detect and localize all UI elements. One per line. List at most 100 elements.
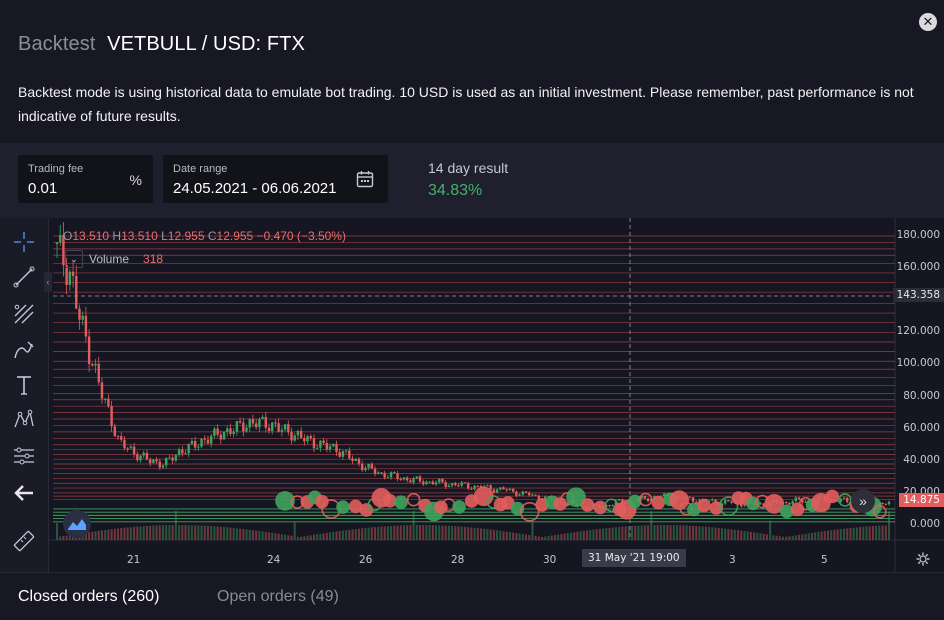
- pitchfork-icon[interactable]: [10, 300, 38, 328]
- volume-bar: [701, 526, 704, 540]
- volume-bar: [447, 525, 450, 540]
- volume-bar: [801, 534, 804, 540]
- volume-bar: [59, 536, 62, 540]
- volume-bar: [553, 535, 556, 540]
- volume-bar: [653, 525, 656, 540]
- candle-body: [470, 488, 473, 490]
- buy-order-marker: [838, 493, 852, 507]
- volume-bar: [226, 527, 229, 540]
- candle-body: [534, 494, 537, 496]
- text-icon[interactable]: [10, 371, 38, 399]
- volume-bar: [557, 534, 560, 540]
- candle-body: [94, 363, 97, 366]
- volume-bar: [258, 531, 261, 540]
- volume-bar: [727, 528, 730, 540]
- volume-bar: [62, 536, 65, 540]
- candle-body: [740, 502, 743, 507]
- volume-bar: [168, 525, 171, 540]
- volume-bar: [422, 525, 425, 540]
- volume-bar: [136, 526, 139, 540]
- price-tick-label: 0.000: [909, 518, 940, 530]
- volume-bar: [531, 521, 534, 540]
- chevron-down-icon[interactable]: ⌄: [65, 250, 83, 268]
- price-chart[interactable]: O13.510 H13.510 L12.955 C12.955 −0.470 (…: [49, 218, 944, 572]
- measure-icon[interactable]: [10, 442, 38, 470]
- scroll-to-realtime-button[interactable]: »: [851, 489, 875, 513]
- backtest-params: Trading fee 0.01 % Date range 24.05.2021…: [0, 143, 944, 218]
- candle-body: [386, 477, 390, 479]
- volume-bar: [104, 529, 107, 540]
- volume-bar: [338, 531, 341, 540]
- candle-body: [617, 499, 621, 501]
- sell-order-marker: [638, 492, 653, 507]
- volume-bar: [296, 536, 299, 540]
- candle-body: [377, 472, 380, 474]
- candle-body: [229, 428, 232, 435]
- pattern-icon[interactable]: [10, 406, 38, 434]
- volume-bar: [794, 535, 797, 540]
- tab-closed-orders[interactable]: Closed orders (260): [18, 588, 160, 605]
- back-arrow-icon[interactable]: [10, 479, 38, 507]
- candle-body: [120, 436, 123, 440]
- volume-bar: [865, 526, 868, 540]
- date-range-field[interactable]: Date range 24.05.2021 - 06.06.2021: [163, 155, 388, 203]
- candle-body: [373, 468, 377, 474]
- volume-bar: [284, 534, 287, 540]
- volume-bar: [84, 532, 87, 540]
- volume-bar: [778, 536, 781, 540]
- volume-bar: [467, 527, 470, 540]
- candle-body: [566, 502, 569, 506]
- candle-body: [81, 315, 84, 320]
- candle-body: [515, 491, 518, 496]
- volume-bar: [746, 531, 749, 540]
- candle-body: [579, 505, 582, 507]
- volume-bar: [451, 525, 454, 540]
- candle-body: [267, 427, 271, 432]
- ruler-icon[interactable]: [10, 527, 38, 555]
- brush-icon[interactable]: [10, 336, 38, 364]
- candle-body: [65, 265, 68, 285]
- volume-bar: [614, 527, 617, 540]
- volume-bar: [807, 533, 810, 540]
- volume-bar: [576, 531, 579, 540]
- volume-bar: [274, 533, 277, 540]
- calendar-icon[interactable]: [356, 170, 374, 188]
- crosshair-icon[interactable]: [10, 228, 38, 256]
- candle-body: [290, 431, 293, 441]
- candle-body: [393, 472, 396, 474]
- volume-bar: [592, 529, 595, 540]
- candle-body: [126, 448, 129, 450]
- candle-body: [348, 450, 351, 459]
- volume-bar: [107, 529, 110, 540]
- volume-bar: [306, 535, 309, 540]
- high-key: H: [112, 229, 122, 243]
- candle-body: [788, 502, 791, 505]
- chart-canvas[interactable]: [49, 218, 944, 572]
- volume-bar: [390, 525, 393, 540]
- last-price-tag: 14.875: [899, 493, 944, 507]
- volume-bar: [820, 531, 823, 540]
- tradingview-logo-icon[interactable]: [63, 510, 91, 538]
- volume-bar: [406, 525, 409, 540]
- toolbar-collapse-button[interactable]: ‹: [44, 272, 52, 292]
- trend-line-icon[interactable]: [10, 263, 38, 291]
- trading-fee-value[interactable]: 0.01: [28, 180, 58, 197]
- candle-body: [466, 483, 470, 489]
- buy-order-marker: [566, 487, 586, 508]
- gear-icon[interactable]: [916, 552, 930, 566]
- candle-body: [338, 452, 341, 457]
- close-icon[interactable]: ✕: [919, 13, 937, 31]
- volume-bar: [775, 535, 778, 540]
- tab-open-orders[interactable]: Open orders (49): [217, 588, 339, 605]
- candle-body: [544, 496, 547, 501]
- volume-bar: [798, 534, 801, 540]
- buy-order-marker: [394, 495, 408, 510]
- volume-bar: [772, 535, 775, 540]
- trading-fee-field[interactable]: Trading fee 0.01 %: [18, 155, 153, 203]
- volume-bar: [386, 526, 389, 540]
- volume-bar: [364, 527, 367, 540]
- candle-body: [521, 491, 524, 495]
- volume-bar: [868, 526, 871, 540]
- date-range-value[interactable]: 24.05.2021 - 06.06.2021: [173, 180, 337, 197]
